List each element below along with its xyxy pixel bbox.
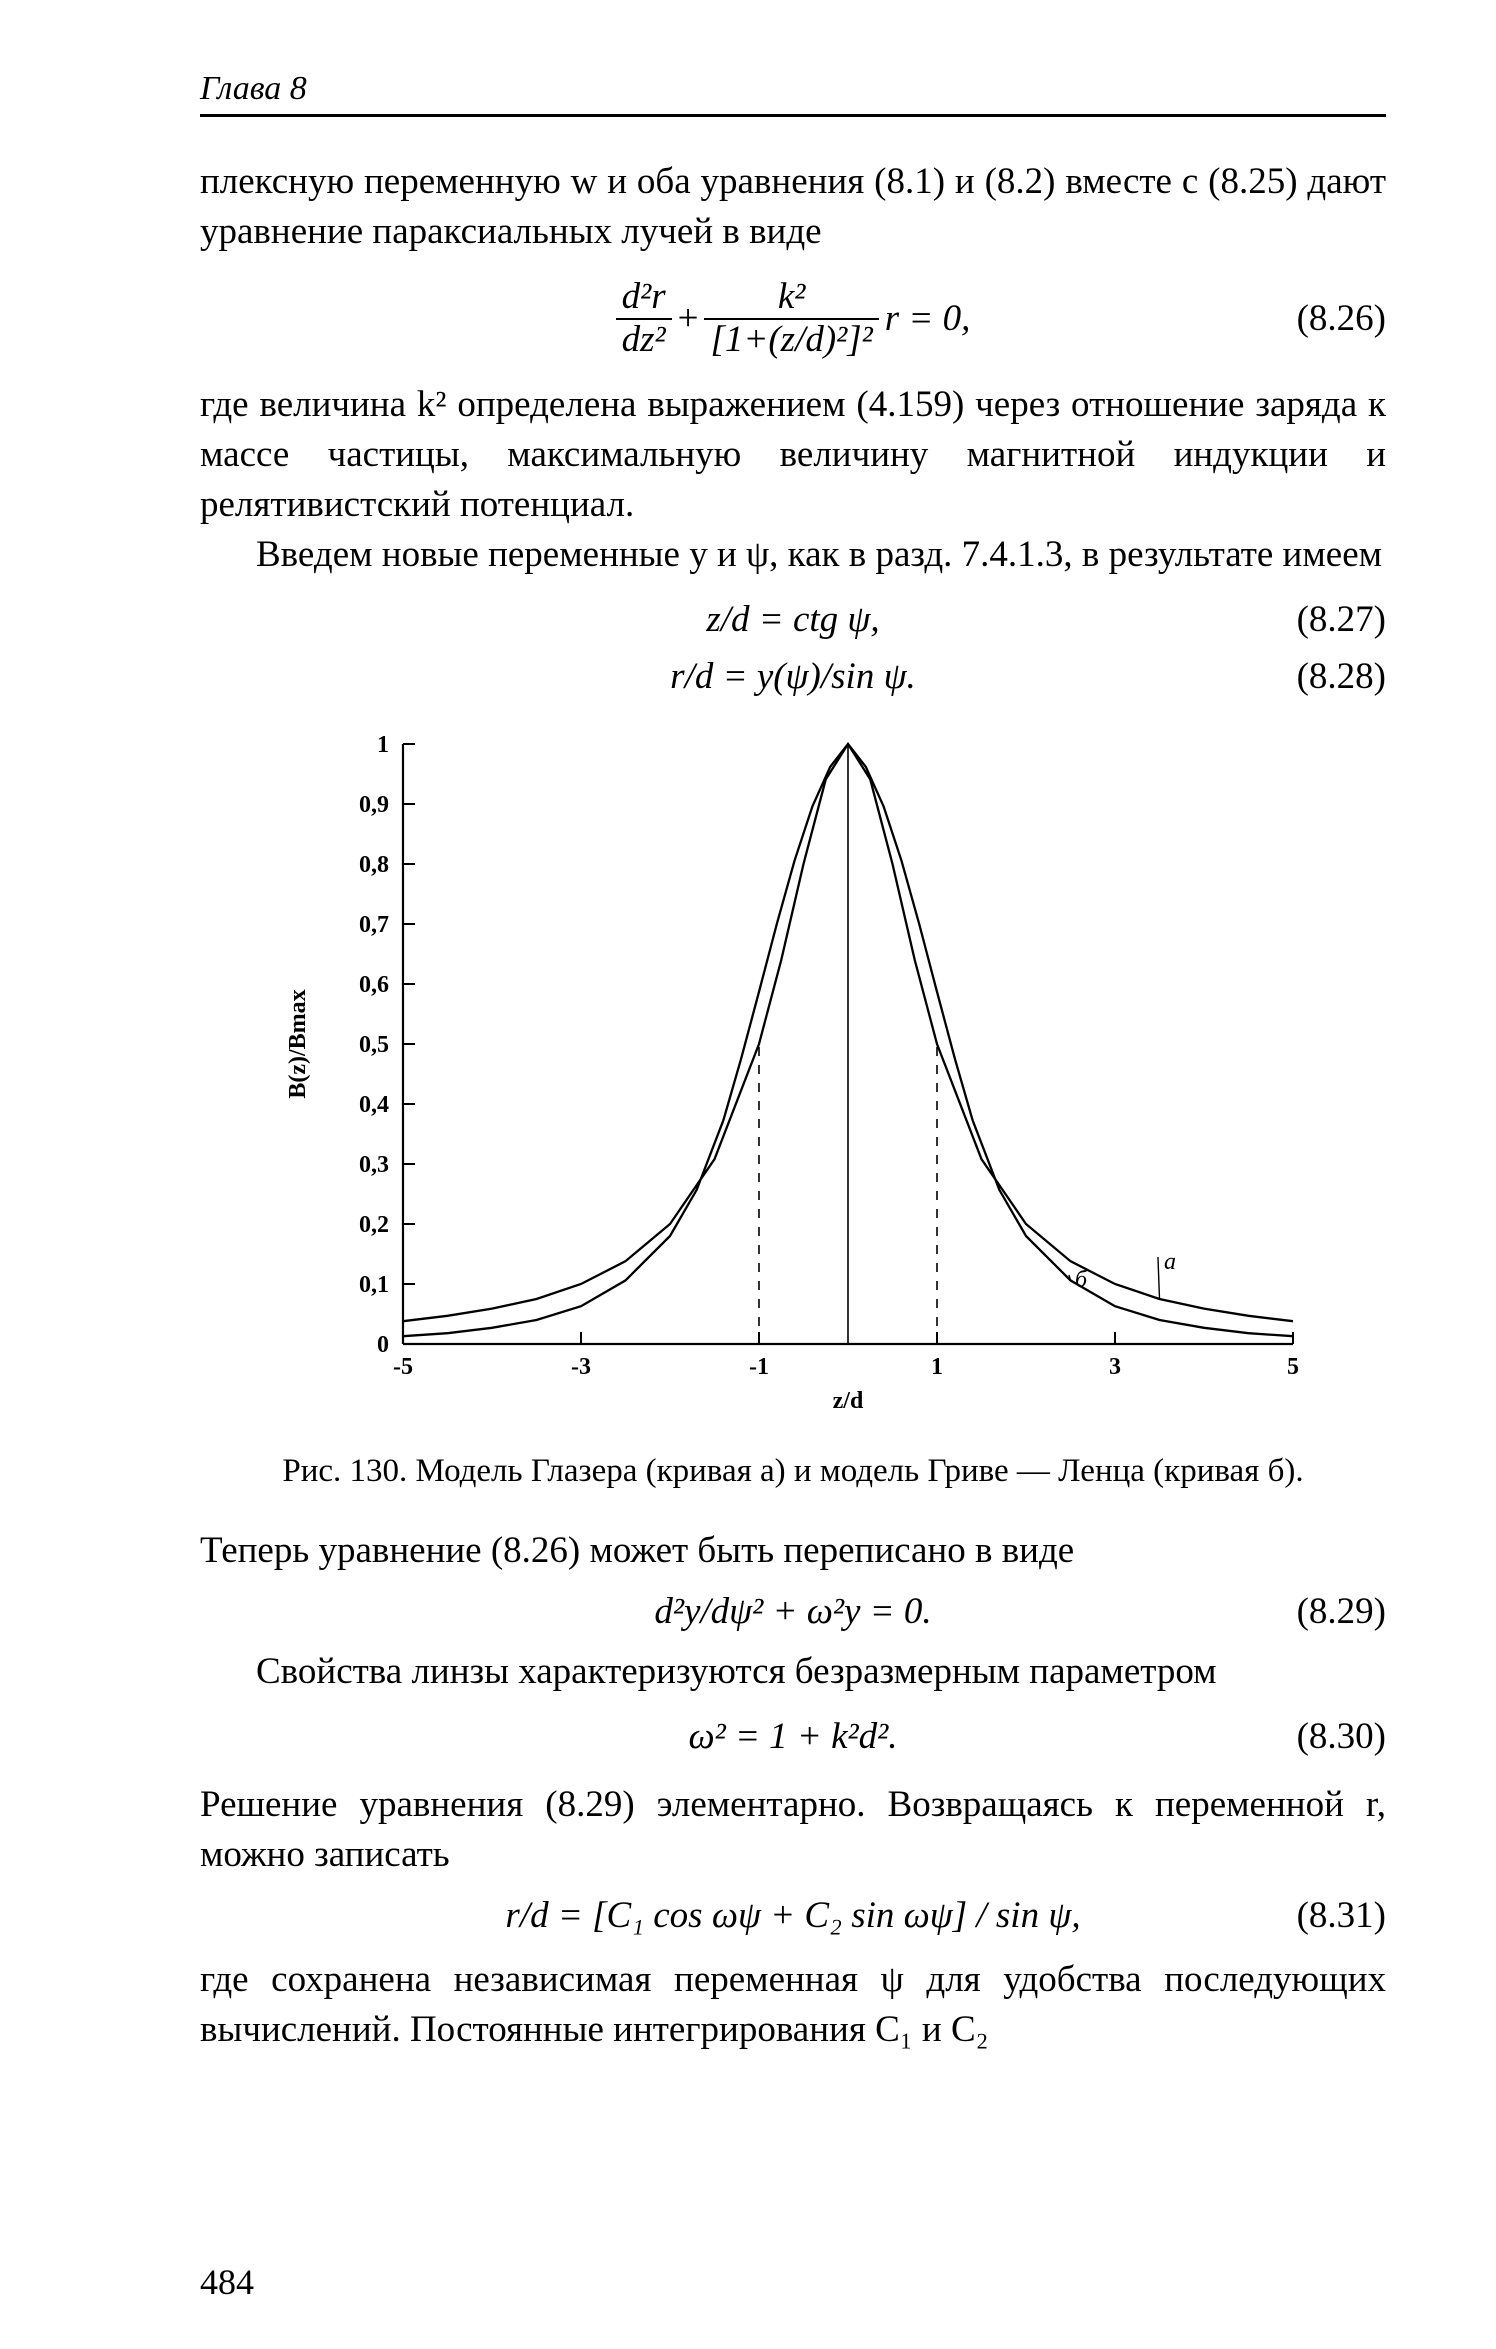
eq30-body: ω² = 1 + k²d². [688, 1715, 897, 1758]
svg-text:1: 1 [377, 732, 389, 758]
svg-text:-1: -1 [749, 1354, 769, 1380]
eq26-num2: k² [772, 277, 812, 318]
paragraph-3: Введем новые переменные y и ψ, как в раз… [200, 530, 1386, 580]
svg-text:0,9: 0,9 [359, 792, 389, 818]
equation-8-30: ω² = 1 + k²d². (8.30) [200, 1715, 1386, 1758]
svg-text:0,1: 0,1 [359, 1272, 389, 1298]
svg-text:0,6: 0,6 [359, 972, 389, 998]
paragraph-5: Свойства линзы характеризуются безразмер… [200, 1647, 1386, 1697]
eq26-num1: d²r [616, 277, 672, 318]
svg-text:5: 5 [1287, 1354, 1299, 1380]
chapter-header: Глава 8 [200, 70, 1386, 108]
svg-text:B(z)/Bmax: B(z)/Bmax [285, 989, 311, 1098]
svg-text:а: а [1164, 1249, 1176, 1275]
svg-text:1: 1 [931, 1354, 943, 1380]
figure-caption: Рис. 130. Модель Глазера (кривая а) и мо… [200, 1453, 1386, 1490]
equation-8-27: z/d = ctg ψ, (8.27) [200, 598, 1386, 641]
eq29-body: d²y/dψ² + ω²y = 0. [654, 1590, 931, 1633]
svg-text:-5: -5 [393, 1354, 413, 1380]
equation-8-31: r/d = [C₁ cos ωψ + C₂ sin ωψ] / sin ψ, (… [200, 1894, 1386, 1937]
eq27-body: z/d = ctg ψ, [706, 598, 879, 641]
eq-num-27: (8.27) [1297, 598, 1386, 641]
eq-num-31: (8.31) [1297, 1894, 1386, 1937]
svg-text:0,3: 0,3 [359, 1152, 389, 1178]
equation-8-29: d²y/dψ² + ω²y = 0. (8.29) [200, 1590, 1386, 1633]
svg-text:0,2: 0,2 [359, 1212, 389, 1238]
header-rule [200, 114, 1386, 117]
svg-text:0: 0 [377, 1332, 389, 1358]
svg-text:б: б [1075, 1267, 1088, 1293]
svg-text:0,8: 0,8 [359, 852, 389, 878]
eq-num-29: (8.29) [1297, 1590, 1386, 1633]
eq26-den2: [1+(z/d)²]² [704, 320, 878, 361]
paragraph-1: плексную переменную w и оба уравнения (8… [200, 157, 1386, 257]
eq26-tail: r = 0, [885, 297, 971, 340]
svg-text:-3: -3 [571, 1354, 591, 1380]
page-number: 484 [200, 2261, 254, 2303]
eq26-den1: dz² [616, 320, 672, 361]
equation-8-26: d²r dz² + k² [1+(z/d)²]² r = 0, (8.26) [200, 277, 1386, 360]
eq-num-30: (8.30) [1297, 1715, 1386, 1758]
equation-8-28: r/d = y(ψ)/sin ψ. (8.28) [200, 655, 1386, 698]
paragraph-2: где величина k² определена выражением (4… [200, 380, 1386, 530]
svg-text:z/d: z/d [833, 1388, 864, 1414]
svg-text:3: 3 [1109, 1354, 1121, 1380]
eq-num-28: (8.28) [1297, 655, 1386, 698]
svg-text:0,5: 0,5 [359, 1032, 389, 1058]
paragraph-7: где сохранена независимая переменная ψ д… [200, 1955, 1386, 2055]
svg-text:0,4: 0,4 [359, 1092, 389, 1118]
eq-num-26: (8.26) [1297, 297, 1386, 340]
figure-130: 0 0,1 0,2 0,3 0,4 0,5 0,6 0,7 0,8 0,9 1 -5 -3 -1 1 3 5 а б… [263, 724, 1323, 1429]
eq28-body: r/d = y(ψ)/sin ψ. [670, 655, 916, 698]
paragraph-6: Решение уравнения (8.29) элементарно. Во… [200, 1780, 1386, 1880]
svg-text:0,7: 0,7 [359, 912, 389, 938]
paragraph-4: Теперь уравнение (8.26) может быть переп… [200, 1526, 1386, 1576]
eq31-body: r/d = [C₁ cos ωψ + C₂ sin ωψ] / sin ψ, [505, 1894, 1080, 1937]
